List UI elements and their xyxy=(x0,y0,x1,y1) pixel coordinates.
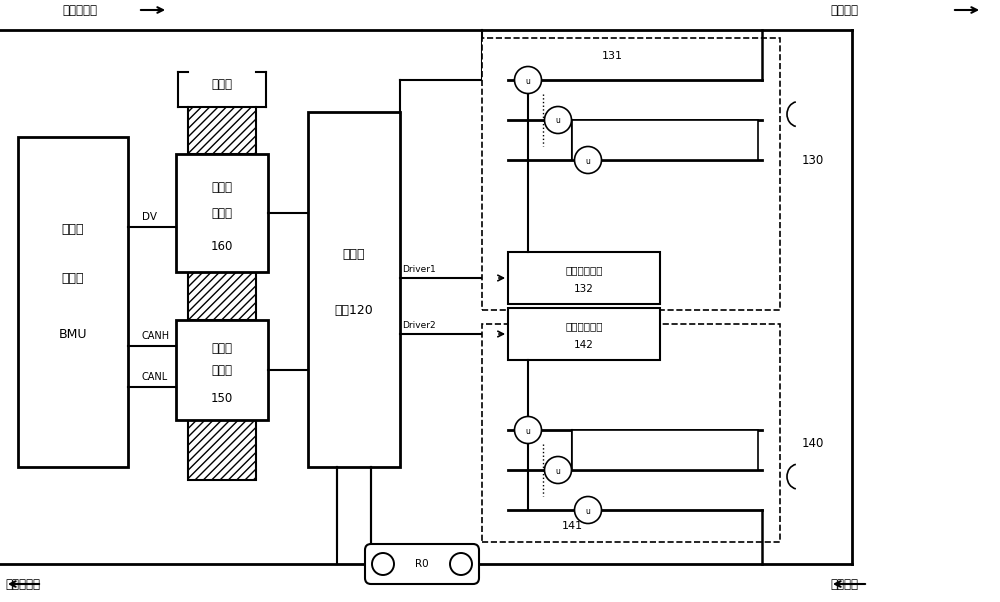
Text: Driver1: Driver1 xyxy=(402,264,436,273)
Text: 隔离带: 隔离带 xyxy=(212,78,233,90)
Text: u: u xyxy=(556,117,560,125)
Bar xyxy=(188,420,256,480)
Circle shape xyxy=(544,456,572,483)
Bar xyxy=(572,120,758,160)
Circle shape xyxy=(514,66,542,93)
Text: 电池组负极: 电池组负极 xyxy=(5,577,40,591)
Text: Driver2: Driver2 xyxy=(402,320,436,329)
Circle shape xyxy=(514,417,542,444)
Text: CANL: CANL xyxy=(142,372,168,382)
Text: 160: 160 xyxy=(211,240,233,253)
Bar xyxy=(308,112,400,467)
Text: 131: 131 xyxy=(602,51,623,61)
Bar xyxy=(176,320,268,420)
Bar xyxy=(508,308,660,360)
Bar xyxy=(18,137,128,467)
Text: 隔离电: 隔离电 xyxy=(212,181,233,193)
Circle shape xyxy=(544,107,572,134)
Text: CANH: CANH xyxy=(142,331,170,341)
Text: 隔离通: 隔离通 xyxy=(212,341,233,355)
Text: u: u xyxy=(526,426,530,435)
Text: u: u xyxy=(526,76,530,85)
Text: 高压负端: 高压负端 xyxy=(830,577,858,591)
Text: u: u xyxy=(586,506,590,515)
Text: 主正驱动单元: 主正驱动单元 xyxy=(565,265,603,275)
Text: 141: 141 xyxy=(562,521,583,531)
Text: 150: 150 xyxy=(211,391,233,405)
FancyBboxPatch shape xyxy=(365,544,479,584)
Bar xyxy=(508,252,660,304)
Text: 单元120: 单元120 xyxy=(335,304,373,317)
Circle shape xyxy=(450,553,472,575)
Text: 电池组正极: 电池组正极 xyxy=(62,4,97,16)
Text: 140: 140 xyxy=(802,438,824,450)
Bar xyxy=(572,430,758,470)
Text: u: u xyxy=(556,467,560,476)
Bar xyxy=(482,38,780,310)
Text: BMU: BMU xyxy=(59,329,87,341)
Text: u: u xyxy=(586,157,590,166)
Text: 高压正端: 高压正端 xyxy=(830,4,858,16)
Text: 电池管: 电池管 xyxy=(62,223,84,236)
Text: 主负驱动单元: 主负驱动单元 xyxy=(565,321,603,331)
Text: 理单元: 理单元 xyxy=(62,272,84,285)
Text: 130: 130 xyxy=(802,154,824,167)
Circle shape xyxy=(574,146,602,173)
Text: DV: DV xyxy=(142,212,157,222)
Text: 信模块: 信模块 xyxy=(212,364,233,376)
Bar xyxy=(188,107,256,154)
Text: 132: 132 xyxy=(574,284,594,294)
Bar xyxy=(482,324,780,542)
Bar xyxy=(176,154,268,272)
Text: 142: 142 xyxy=(574,341,594,350)
Text: 微控制: 微控制 xyxy=(343,247,365,261)
Circle shape xyxy=(372,553,394,575)
Text: 源模块: 源模块 xyxy=(212,206,233,220)
Text: R0: R0 xyxy=(415,559,429,569)
Bar xyxy=(188,272,256,320)
Circle shape xyxy=(574,497,602,524)
